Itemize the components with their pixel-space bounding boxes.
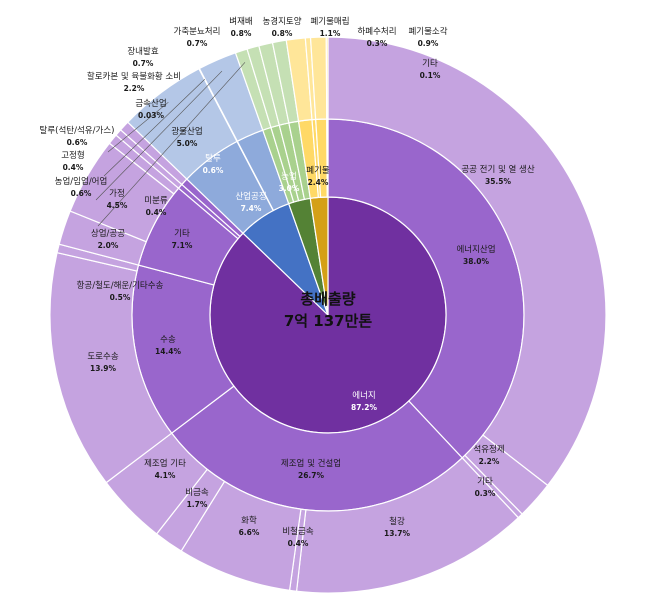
halocarbon-label: 할로카본 및 육불화황 소비 (87, 71, 181, 82)
ring-outer-energy-0-0 (327, 36, 607, 487)
unclassified-value: 0.4% (146, 208, 167, 217)
nonmetal-label: 비금속 (185, 488, 209, 498)
leader-line (107, 101, 169, 153)
leader-lines (95, 62, 246, 227)
sector-waste-value: 2.4% (308, 178, 329, 187)
sector-agri-value: 3.0% (279, 184, 300, 193)
soil-label: 농경지토양 (262, 16, 301, 27)
stationary-value: 0.4% (63, 163, 84, 172)
manure-value: 0.7% (187, 39, 208, 48)
sunburst-rings (49, 36, 607, 594)
sector-process-label: 산업공정 (235, 191, 266, 202)
mineral-label: 광물산업 (171, 126, 202, 137)
manufacturing-label: 제조업 및 건설업 (281, 458, 341, 469)
wastewater-label: 하폐수처리 (357, 26, 396, 37)
household-value: 4.5% (107, 201, 128, 210)
energy-industry-other-label: 기타 (477, 477, 493, 487)
rice-label: 벼재배 (229, 16, 252, 27)
energy-industry-label: 에너지산업 (456, 244, 495, 255)
fugitive-coal-label: 탈루(석탄/석유/가스) (40, 125, 115, 136)
metal-label: 금속산업 (135, 98, 166, 109)
center-label: 총배출량 7억 137만톤 (284, 290, 373, 330)
enteric-value: 0.7% (133, 59, 154, 68)
commercial-value: 2.0% (98, 241, 119, 250)
halocarbon-value: 2.2% (124, 84, 145, 93)
unclassified-label: 미분류 (144, 196, 168, 206)
leader-line (97, 62, 246, 227)
commercial-label: 상업/공공 (91, 228, 125, 239)
nonferrous-value: 0.4% (288, 539, 309, 548)
ring-outer-waste-3-0 (325, 36, 329, 120)
metal-value: 0.03% (138, 111, 165, 120)
public-power-label: 공공 전기 및 열 생산 (461, 164, 535, 175)
sector-energy-label: 에너지 (352, 390, 375, 401)
sector-energy-value: 87.2% (351, 403, 378, 412)
refining-value: 2.2% (479, 457, 500, 466)
steel-value: 13.7% (384, 529, 411, 538)
nonferrous-label: 비철금속 (282, 526, 313, 537)
soil-value: 0.8% (272, 29, 293, 38)
agri-forestry-label: 농업/임업/어업 (55, 176, 108, 187)
aviation-rail-label: 항공/철도/해운/기타수송 (77, 280, 164, 291)
transport-label: 수송 (160, 335, 176, 345)
energy-other-label: 기타 (174, 229, 190, 239)
wastewater-value: 0.3% (367, 39, 388, 48)
rice-value: 0.8% (231, 29, 252, 38)
road-label: 도로수송 (87, 352, 118, 362)
segment-labels: 에너지 87.2% 산업공정 7.4% 농업 3.0% 폐기물 2.4% 에너지산업 38.0% 제… (40, 16, 535, 548)
manure-label: 가축분뇨처리 (174, 27, 221, 37)
chemical-label: 화학 (241, 515, 257, 526)
transport-value: 14.4% (155, 347, 182, 356)
waste-other-value: 0.1% (420, 71, 441, 80)
energy-industry-other-value: 0.3% (475, 489, 496, 498)
agri-forestry-value: 0.6% (71, 189, 92, 198)
stationary-label: 고정형 (61, 150, 84, 161)
manufacturing-other-value: 4.1% (155, 471, 176, 480)
incineration-label: 폐기물소각 (408, 26, 447, 37)
sector-waste-label: 폐기물 (306, 165, 330, 176)
energy-other-value: 7.1% (172, 241, 193, 250)
manufacturing-other-label: 제조업 기타 (144, 459, 186, 469)
leader-line (103, 79, 205, 177)
nonmetal-value: 1.7% (187, 500, 208, 509)
fugitive-value: 0.6% (203, 166, 224, 175)
enteric-label: 장내발효 (127, 46, 158, 57)
mineral-value: 5.0% (177, 139, 198, 148)
steel-label: 철강 (389, 516, 405, 527)
sector-agri-label: 농업 (281, 172, 297, 182)
center-total: 7억 137만톤 (284, 312, 373, 330)
aviation-rail-value: 0.5% (110, 293, 131, 302)
road-value: 13.9% (90, 364, 117, 373)
fugitive-coal-value: 0.6% (67, 138, 88, 147)
center-title: 총배출량 (300, 290, 355, 308)
household-label: 가정 (109, 188, 125, 199)
energy-industry-value: 38.0% (463, 257, 490, 266)
fugitive-label: 탈루 (205, 154, 221, 164)
leader-line (95, 70, 223, 201)
landfill-label: 폐기물매립 (310, 16, 349, 27)
refining-label: 석유정제 (473, 444, 504, 455)
landfill-value: 1.1% (320, 29, 341, 38)
incineration-value: 0.9% (418, 39, 439, 48)
waste-other-label: 기타 (422, 59, 438, 69)
sector-process-value: 7.4% (241, 204, 262, 213)
chemical-value: 6.6% (239, 528, 260, 537)
manufacturing-value: 26.7% (298, 471, 325, 480)
public-power-value: 35.5% (485, 177, 512, 186)
